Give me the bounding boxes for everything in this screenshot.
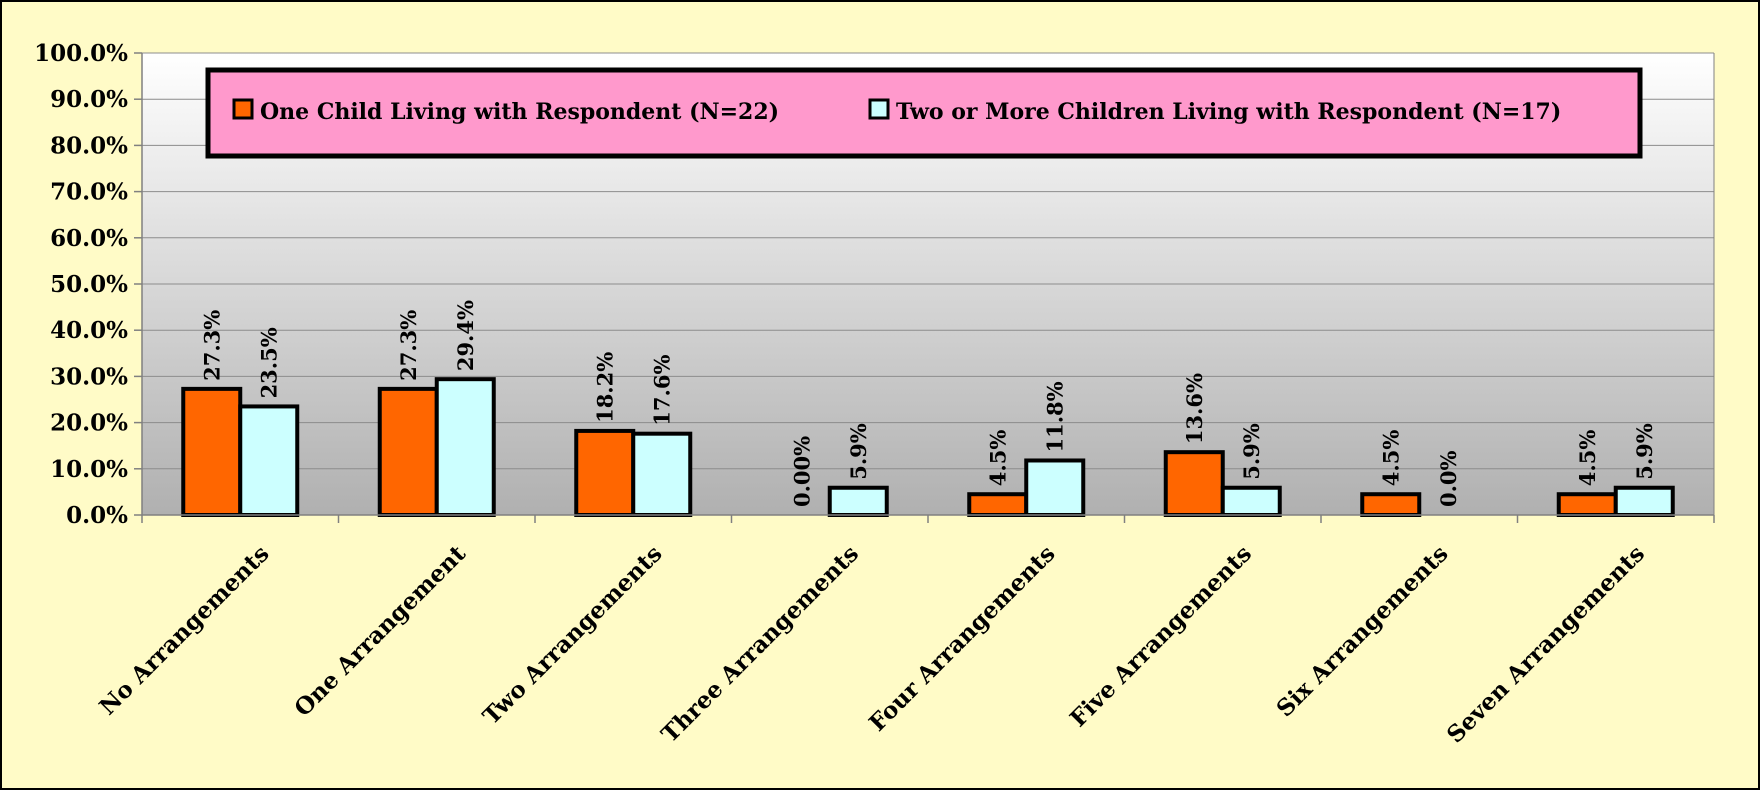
bar-series-1 <box>967 492 1029 517</box>
bar-series-2 <box>1220 485 1282 518</box>
data-label: 29.4% <box>453 300 478 371</box>
bar-series-2 <box>238 404 300 517</box>
y-tick-label: 40.0% <box>50 317 128 344</box>
data-label: 27.3% <box>200 310 225 381</box>
bar-series-2 <box>434 377 496 517</box>
y-tick-label: 70.0% <box>50 179 128 206</box>
data-label: 18.2% <box>593 352 618 423</box>
bar-series-2 <box>631 431 693 517</box>
legend-entry-label: One Child Living with Respondent (N=22) <box>260 99 779 125</box>
data-label: 5.9% <box>846 423 871 480</box>
bar-series-2 <box>827 485 889 518</box>
data-label: 13.6% <box>1182 373 1207 444</box>
bar-series-1 <box>1163 450 1225 517</box>
legend-swatch <box>868 98 890 120</box>
data-label: 5.9% <box>1632 423 1657 480</box>
data-label: 11.8% <box>1043 381 1068 452</box>
bar-series-1 <box>1556 492 1618 517</box>
y-tick-label: 0.0% <box>66 502 128 529</box>
bar-series-1 <box>377 386 439 517</box>
data-label: 27.3% <box>396 310 421 381</box>
bar-series-2 <box>1024 458 1086 518</box>
data-label: 0.0% <box>1436 450 1461 507</box>
gridlines <box>142 52 1714 470</box>
y-tick-label: 50.0% <box>50 271 128 298</box>
legend-box <box>205 67 1643 159</box>
y-tick-label: 80.0% <box>50 132 128 159</box>
y-tick-label: 10.0% <box>50 456 128 483</box>
y-tick-label: 90.0% <box>50 86 128 113</box>
data-label: 0.00% <box>789 436 814 507</box>
y-tick-label: 20.0% <box>50 410 128 437</box>
data-label: 5.9% <box>1239 423 1264 480</box>
bar-series-2 <box>1613 485 1675 518</box>
legend-entry-label: Two or More Children Living with Respond… <box>896 99 1561 125</box>
bar-series-1 <box>181 386 243 517</box>
legend-swatch <box>232 98 254 120</box>
data-label: 17.6% <box>650 355 675 426</box>
y-tick-label: 30.0% <box>50 363 128 390</box>
data-label: 4.5% <box>1575 430 1600 487</box>
data-label: 23.5% <box>257 327 282 398</box>
data-label: 4.5% <box>1379 430 1404 487</box>
data-label: 4.5% <box>986 430 1011 487</box>
y-tick-label: 60.0% <box>50 225 128 252</box>
y-tick-label: 100.0% <box>34 40 128 67</box>
bar-series-1 <box>1360 492 1422 517</box>
legend: One Child Living with Respondent (N=22) T… <box>205 67 1643 159</box>
data-labels: 27.3% 23.5% 27.3% 29.4% 18.2% 17.6% 0.00% 5.9% 4… <box>200 300 1658 507</box>
bar-series-1 <box>574 428 636 517</box>
